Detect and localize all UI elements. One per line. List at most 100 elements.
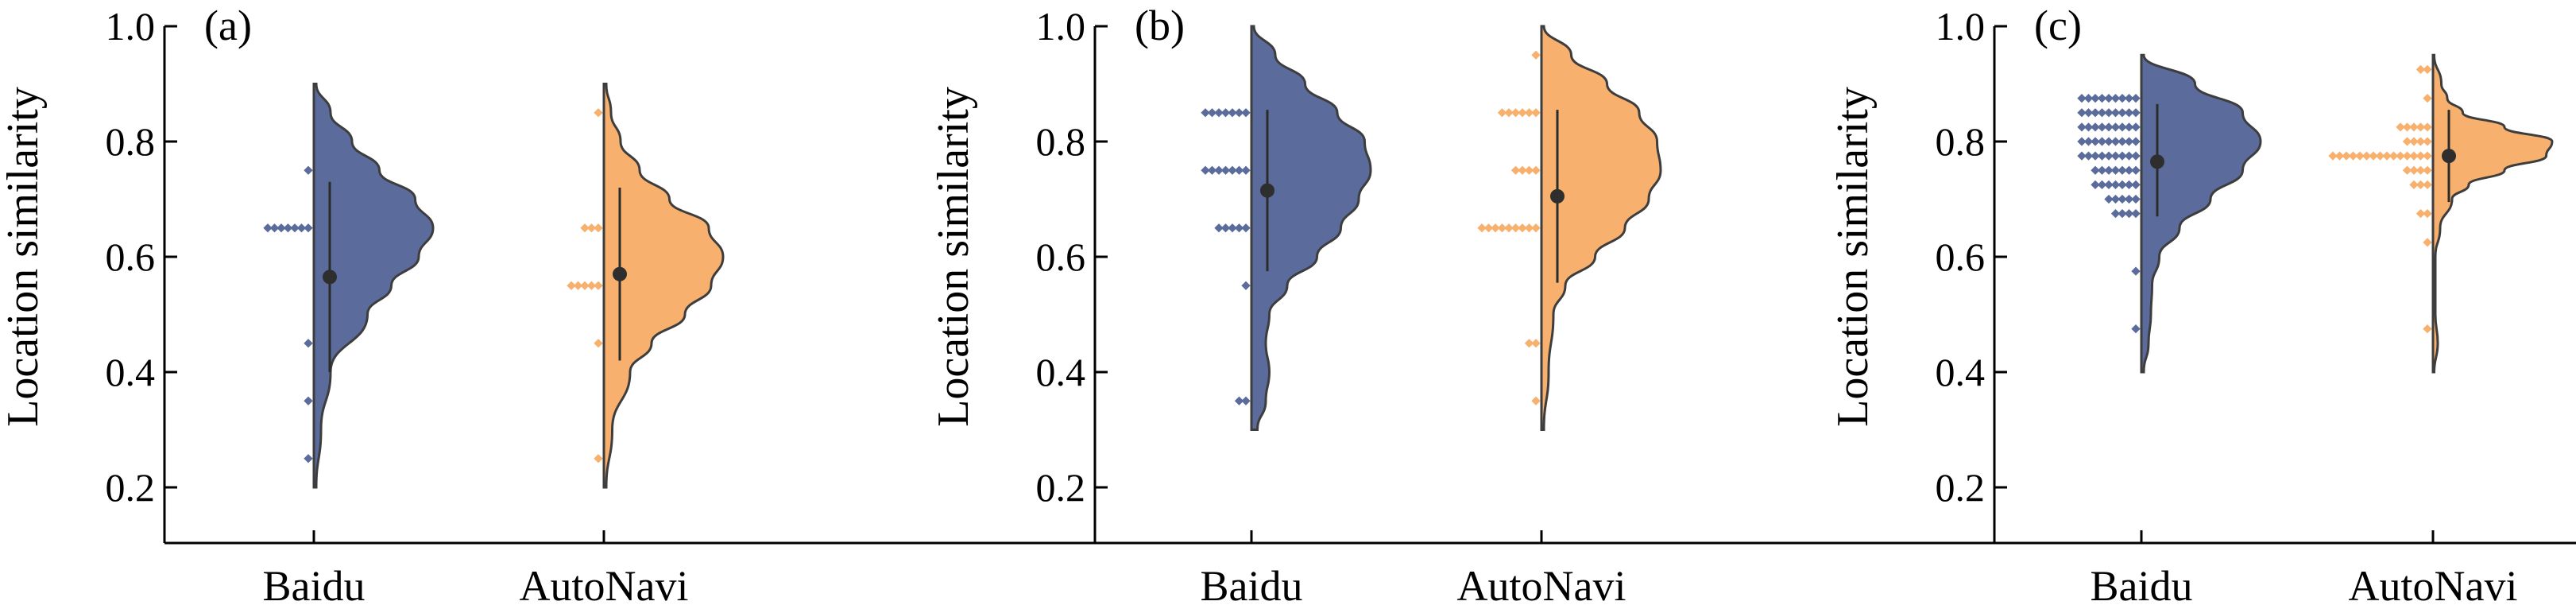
- data-point: [2083, 151, 2094, 161]
- data-point: [2118, 122, 2127, 132]
- data-point: [2131, 151, 2141, 161]
- data-point: [2110, 165, 2121, 175]
- data-point: [1234, 108, 1244, 118]
- data-point: [2402, 137, 2412, 146]
- data-point: [1497, 108, 1507, 118]
- data-point: [2423, 151, 2432, 161]
- data-point: [304, 339, 313, 348]
- panel-label: (b): [1135, 2, 1185, 49]
- data-point: [304, 223, 313, 233]
- violin-baidu: [263, 83, 435, 489]
- data-point: [2118, 165, 2127, 175]
- data-point: [2091, 151, 2100, 161]
- data-point: [2097, 122, 2107, 132]
- y-tick-label: 0.4: [1036, 350, 1086, 394]
- y-tick-label: 0.8: [106, 119, 156, 164]
- data-point: [2375, 151, 2385, 161]
- data-point: [1504, 223, 1514, 233]
- data-point: [1497, 223, 1507, 233]
- violin-body: [1540, 25, 1662, 431]
- data-point: [1531, 108, 1541, 118]
- data-point: [2097, 151, 2107, 161]
- data-point: [1524, 339, 1534, 348]
- data-point: [2110, 93, 2121, 103]
- data-point: [2083, 93, 2094, 103]
- data-point: [1234, 396, 1244, 405]
- data-point: [2110, 208, 2121, 219]
- violin-body: [602, 83, 725, 489]
- data-point: [2124, 122, 2134, 132]
- data-point: [1228, 108, 1237, 118]
- data-point: [263, 223, 273, 233]
- data-point: [2110, 194, 2121, 204]
- data-point: [1228, 165, 1237, 175]
- data-point: [2091, 93, 2100, 103]
- data-point: [1510, 165, 1521, 175]
- data-point: [2415, 137, 2426, 146]
- data-point: [1518, 108, 1527, 118]
- data-point: [269, 223, 280, 233]
- y-tick-label: 0.2: [106, 465, 156, 510]
- data-point: [2415, 64, 2426, 75]
- data-point: [2083, 122, 2094, 132]
- data-point: [1228, 223, 1237, 233]
- data-point: [2423, 208, 2432, 219]
- data-point: [2091, 165, 2100, 175]
- data-point: [2423, 137, 2432, 146]
- data-point: [2077, 108, 2087, 118]
- data-point: [1220, 108, 1231, 118]
- data-point: [1241, 223, 1251, 233]
- data-point: [2124, 165, 2134, 175]
- panel-label: (c): [2034, 2, 2082, 49]
- data-point: [2396, 122, 2405, 132]
- data-point: [2118, 137, 2127, 146]
- data-point: [2091, 180, 2100, 190]
- data-point: [2361, 151, 2372, 161]
- data-point: [2131, 137, 2141, 146]
- data-point: [296, 223, 307, 233]
- data-point: [1220, 223, 1231, 233]
- data-point: [1524, 108, 1534, 118]
- data-point: [2396, 151, 2405, 161]
- violin-body: [2431, 53, 2554, 374]
- data-point: [2124, 208, 2134, 219]
- data-point: [2083, 137, 2094, 146]
- data-point: [1510, 108, 1521, 118]
- data-point: [1241, 396, 1251, 405]
- data-point: [2388, 151, 2399, 161]
- data-point: [2118, 108, 2127, 118]
- data-point: [2110, 151, 2121, 161]
- y-tick-label: 0.6: [1936, 235, 1986, 279]
- data-point: [2104, 122, 2114, 132]
- y-tick-label: 0.4: [1936, 350, 1986, 394]
- data-point: [1214, 223, 1224, 233]
- data-point: [2124, 180, 2134, 190]
- data-point: [2409, 122, 2419, 132]
- data-point: [2077, 93, 2087, 103]
- data-point: [2118, 208, 2127, 219]
- data-point: [1477, 223, 1487, 233]
- data-point: [2342, 151, 2351, 161]
- data-point: [2415, 180, 2426, 190]
- y-axis-title: Location similarity: [929, 87, 978, 427]
- data-point: [2124, 93, 2134, 103]
- data-point: [2124, 194, 2134, 204]
- data-point: [1214, 165, 1224, 175]
- data-point: [1207, 165, 1217, 175]
- data-point: [2104, 151, 2114, 161]
- data-point: [1531, 339, 1541, 348]
- data-point: [586, 281, 597, 290]
- data-point: [1531, 223, 1541, 233]
- mean-marker: [1550, 188, 1565, 204]
- data-point: [304, 396, 313, 405]
- y-tick-label: 1.0: [106, 4, 156, 48]
- data-point: [2124, 108, 2134, 118]
- data-point: [1214, 108, 1224, 118]
- data-point: [1483, 223, 1494, 233]
- data-point: [1201, 165, 1210, 175]
- data-point: [2131, 208, 2141, 219]
- data-point: [2402, 122, 2412, 132]
- violin-body: [312, 83, 435, 489]
- mean-marker: [613, 266, 627, 281]
